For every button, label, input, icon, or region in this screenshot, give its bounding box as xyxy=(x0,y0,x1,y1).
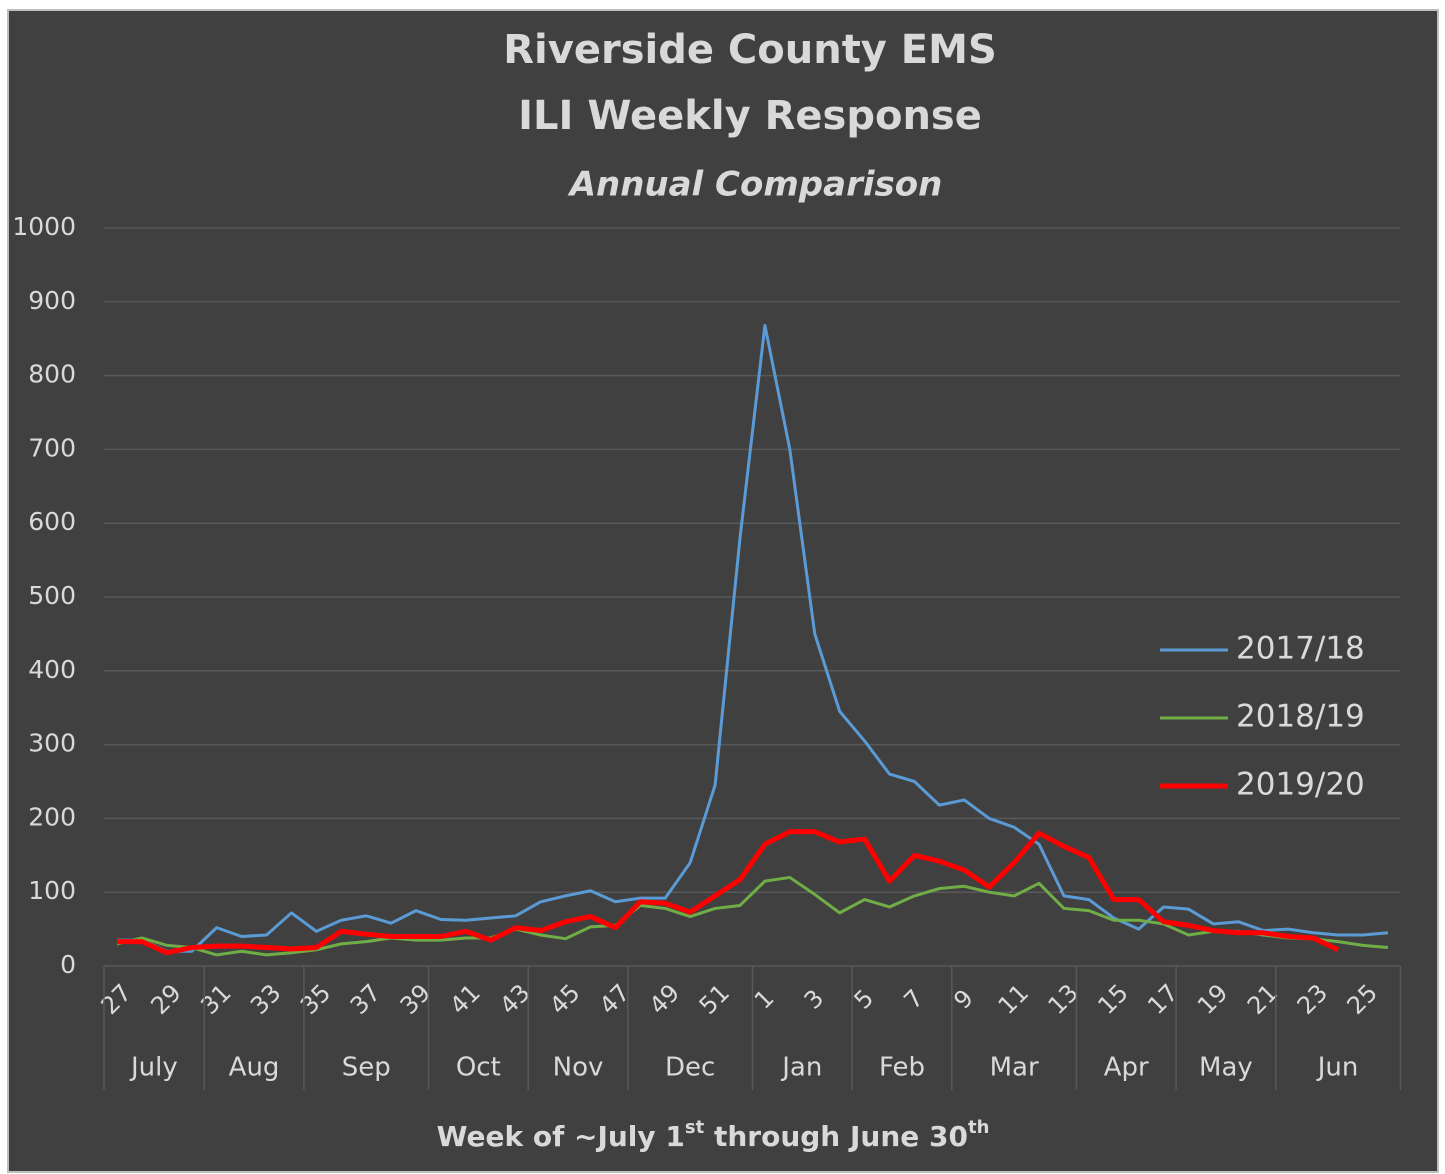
x-axis-label-part: th xyxy=(968,1117,989,1138)
month-label: Nov xyxy=(553,1053,604,1083)
month-label: July xyxy=(129,1053,178,1083)
y-tick-label: 0 xyxy=(60,950,76,979)
y-tick-label: 1000 xyxy=(12,212,76,241)
chart-background xyxy=(7,9,1439,1173)
legend-label: 2019/20 xyxy=(1236,767,1365,803)
chart-title: Riverside County EMS xyxy=(503,27,997,73)
month-label: Jan xyxy=(780,1053,822,1083)
chart-subtitle: Annual Comparison xyxy=(567,165,943,205)
month-label: Oct xyxy=(456,1053,501,1083)
y-tick-label: 700 xyxy=(28,433,76,462)
series-line xyxy=(116,875,1389,957)
month-label: May xyxy=(1199,1053,1253,1083)
series-line xyxy=(117,323,1389,953)
y-tick-label: 100 xyxy=(28,876,76,905)
y-tick-label: 900 xyxy=(28,286,76,315)
x-axis-label-part: st xyxy=(685,1117,705,1138)
month-label: Aug xyxy=(229,1053,280,1083)
y-tick-label: 400 xyxy=(28,655,76,684)
x-axis-label: Week of ~July 1st through June 30th xyxy=(437,1117,990,1154)
chart-title: ILI Weekly Response xyxy=(518,93,982,139)
y-tick-label: 300 xyxy=(28,729,76,758)
month-label: Feb xyxy=(879,1053,925,1083)
y-tick-label: 500 xyxy=(28,581,76,610)
series-line xyxy=(117,829,1340,956)
month-label: Apr xyxy=(1104,1053,1149,1083)
y-tick-label: 200 xyxy=(28,802,76,831)
month-label: Sep xyxy=(342,1053,391,1083)
y-tick-label: 600 xyxy=(28,507,76,536)
month-label: Dec xyxy=(665,1053,715,1083)
month-label: Mar xyxy=(990,1053,1039,1083)
y-tick-label: 800 xyxy=(28,360,76,389)
x-axis-label-part: Week of ~July 1 xyxy=(437,1120,685,1153)
month-label: Jun xyxy=(1316,1053,1359,1083)
x-axis-label-part: through June 30 xyxy=(704,1120,968,1153)
legend-label: 2017/18 xyxy=(1236,631,1365,667)
legend-label: 2018/19 xyxy=(1236,699,1365,735)
